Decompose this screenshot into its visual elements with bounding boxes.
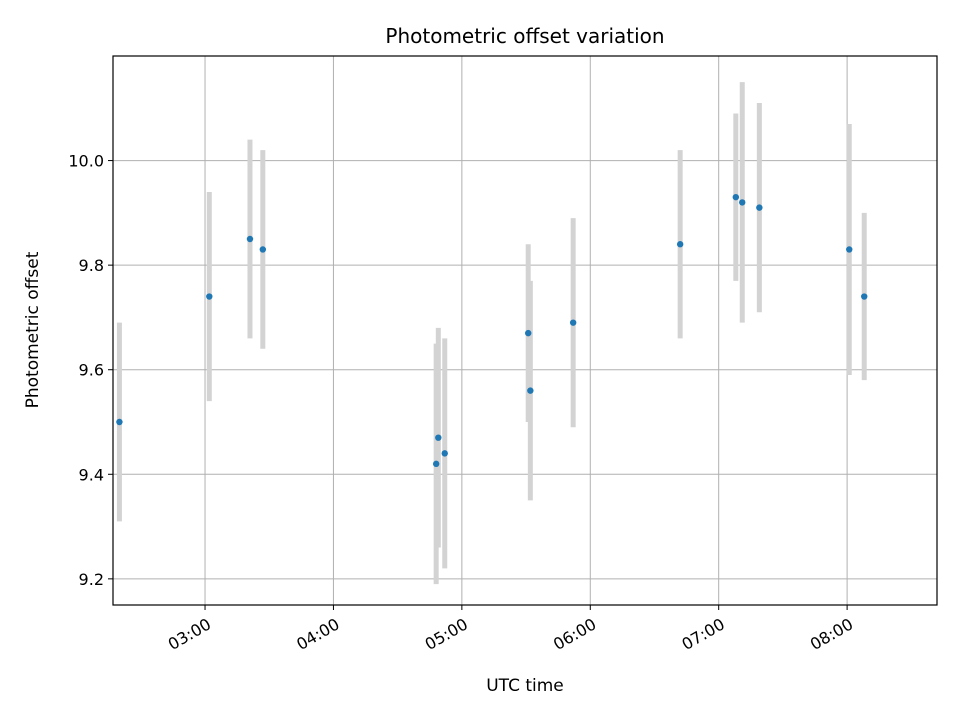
y-tick-label: 9.8 xyxy=(79,256,104,275)
data-point xyxy=(861,293,868,300)
data-point xyxy=(569,319,577,326)
data-point xyxy=(846,246,853,253)
data-point xyxy=(525,329,532,337)
y-tick-label: 10.0 xyxy=(68,152,104,171)
data-point xyxy=(527,387,534,394)
y-axis: 9.2 9.4 9.6 9.8 10.0 xyxy=(68,152,113,589)
x-axis-label: UTC time xyxy=(486,676,564,696)
chart-title: Photometric offset variation xyxy=(385,24,664,48)
y-tick-label: 9.4 xyxy=(79,465,104,484)
data-point xyxy=(116,418,123,426)
data-point xyxy=(739,199,746,206)
data-point xyxy=(259,246,267,253)
data-point xyxy=(432,460,440,468)
data-point xyxy=(246,235,254,243)
y-tick-label: 9.6 xyxy=(79,361,104,380)
data-point xyxy=(206,293,213,300)
data-point xyxy=(435,434,442,441)
data-point xyxy=(756,204,763,211)
data-points xyxy=(116,193,868,468)
y-tick-label: 9.2 xyxy=(79,570,104,589)
data-point xyxy=(441,450,448,457)
data-point xyxy=(732,193,740,201)
data-point xyxy=(676,241,684,248)
y-axis-label: Photometric offset xyxy=(23,251,43,408)
plot-frame xyxy=(112,55,938,606)
